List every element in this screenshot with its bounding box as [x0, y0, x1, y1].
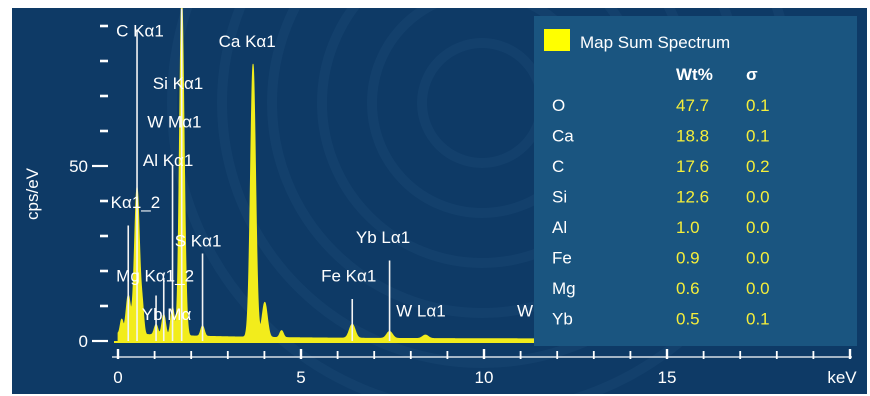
column-header-sigma: σ	[746, 65, 758, 84]
peak-labels: C Kα1 Ca Kα1 Si Kα1 W Mα1 Al Kα1 Kα1_2 S Kα1 Mg…	[111, 22, 564, 339]
row-element: Mg	[552, 279, 576, 298]
column-header-wt: Wt%	[676, 65, 713, 84]
y-axis-label: cps/eV	[23, 167, 42, 220]
peak-label: S Kα1	[175, 232, 222, 251]
peak-label: W Mα1	[147, 113, 201, 132]
y-tick-label: 0	[79, 332, 88, 351]
row-wt-percent: 0.5	[676, 310, 700, 329]
row-sigma: 0.1	[746, 96, 770, 115]
row-element: Yb	[552, 310, 573, 329]
row-wt-percent: 17.6	[676, 157, 709, 176]
row-sigma: 0.0	[746, 188, 770, 207]
row-element: Al	[552, 218, 567, 237]
x-tick-label: 5	[296, 368, 305, 387]
peak-label: Yb Mα	[142, 305, 192, 324]
y-tick-label: 50	[69, 157, 88, 176]
peak-label: Al Kα1	[143, 151, 193, 170]
row-element: Fe	[552, 249, 572, 268]
row-wt-percent: 1.0	[676, 218, 700, 237]
row-element: Si	[552, 188, 567, 207]
series-color-swatch	[544, 29, 570, 51]
results-rows: O 47.7 0.1 Ca 18.8 0.1 C 17.6 0.2 Si 12.6 0.0 Al 1.0 0…	[552, 96, 770, 329]
row-element: O	[552, 96, 565, 115]
row-wt-percent: 12.6	[676, 188, 709, 207]
row-sigma: 0.0	[746, 249, 770, 268]
spectrum-svg: C Kα1 Ca Kα1 Si Kα1 W Mα1 Al Kα1 Kα1_2 S Kα1 Mg…	[12, 8, 867, 394]
eds-spectrum-chart: C Kα1 Ca Kα1 Si Kα1 W Mα1 Al Kα1 Kα1_2 S Kα1 Mg…	[12, 8, 867, 394]
peak-label: C Kα1	[116, 22, 164, 41]
row-wt-percent: 0.9	[676, 249, 700, 268]
peak-label: W Lα1	[396, 302, 446, 321]
x-axis-label: keV	[827, 368, 857, 387]
row-sigma: 0.2	[746, 157, 770, 176]
series-name: Map Sum Spectrum	[580, 33, 730, 52]
results-panel: Map Sum Spectrum Wt% σ O 47.7 0.1 Ca 18.8 0.1…	[534, 16, 857, 346]
row-sigma: 0.0	[746, 279, 770, 298]
row-element: C	[552, 157, 564, 176]
peak-label: Mg Kα1_2	[116, 267, 194, 286]
x-tick-label: 0	[113, 368, 122, 387]
peak-markers	[127, 8, 391, 341]
spectrum-area	[117, 8, 558, 342]
row-wt-percent: 0.6	[676, 279, 700, 298]
row-sigma: 0.0	[746, 218, 770, 237]
results-panel-background	[534, 16, 857, 346]
peak-label: Si Kα1	[153, 74, 203, 93]
row-wt-percent: 47.7	[676, 96, 709, 115]
axes: 0 5 10 15 keV 0 50 cps/eV	[23, 24, 857, 387]
x-tick-label: 15	[658, 368, 677, 387]
peak-label: Yb Lα1	[356, 228, 410, 247]
row-element: Ca	[552, 127, 574, 146]
row-sigma: 0.1	[746, 127, 770, 146]
row-wt-percent: 18.8	[676, 127, 709, 146]
peak-label: Fe Kα1	[321, 267, 376, 286]
x-tick-label: 10	[475, 368, 494, 387]
row-sigma: 0.1	[746, 310, 770, 329]
peak-label: Ca Kα1	[219, 32, 276, 51]
peak-label: Kα1_2	[111, 193, 161, 212]
